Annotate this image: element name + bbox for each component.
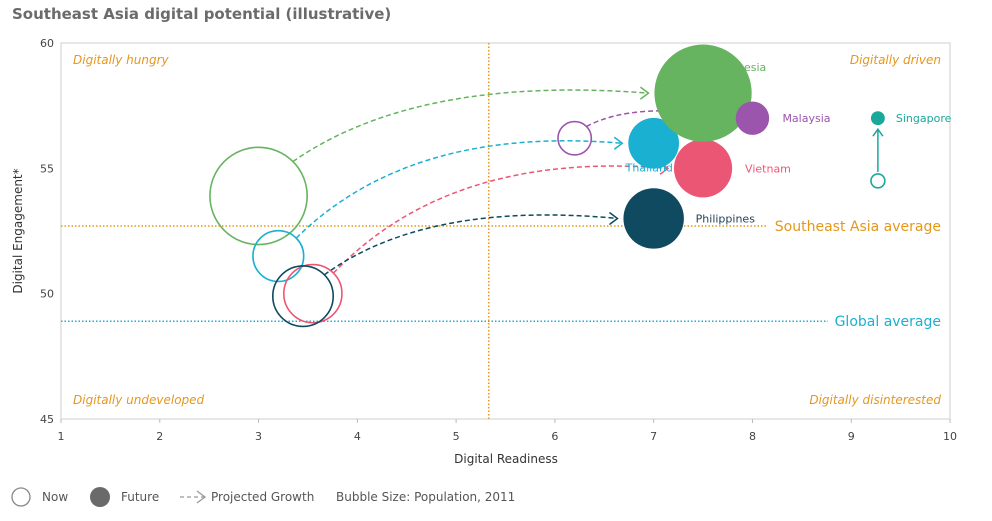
country-label: Vietnam xyxy=(745,162,791,175)
now-bubble xyxy=(557,120,593,156)
x-tick-label: 8 xyxy=(749,430,756,443)
country-label: Philippines xyxy=(696,212,756,225)
growth-arrow xyxy=(332,165,669,274)
growth-arrow xyxy=(323,214,618,276)
x-axis-label: Digital Readiness xyxy=(454,452,558,466)
y-tick-label: 50 xyxy=(40,288,54,301)
y-axis-label: Digital Engagement* xyxy=(11,168,25,293)
growth-arrowhead xyxy=(639,86,650,100)
y-tick-label: 45 xyxy=(40,413,54,426)
growth-arrow xyxy=(295,140,623,239)
x-tick-label: 5 xyxy=(453,430,460,443)
y-tick-label: 60 xyxy=(40,37,54,50)
quadrant-top-right: Digitally driven xyxy=(850,53,941,67)
chart-title: Southeast Asia digital potential (illust… xyxy=(12,5,391,23)
country-label: Malaysia xyxy=(782,112,830,125)
now-bubble xyxy=(271,265,335,328)
country-label: Thailand xyxy=(625,161,673,174)
x-tick-label: 10 xyxy=(943,430,957,443)
future-bubble xyxy=(628,117,680,169)
growth-arrows xyxy=(292,86,884,276)
future-bubble xyxy=(654,44,752,142)
x-tick-label: 3 xyxy=(255,430,262,443)
legend-future-icon xyxy=(90,487,110,507)
x-tick-label: 1 xyxy=(58,430,65,443)
growth-arrow xyxy=(292,89,649,163)
country-label: Singapore xyxy=(896,112,952,125)
legend-bubble-size: Bubble Size: Population, 2011 xyxy=(336,490,515,504)
x-tick-label: 2 xyxy=(156,430,163,443)
legend: Now Future Projected Growth Bubble Size:… xyxy=(11,487,515,507)
legend-future-label: Future xyxy=(121,490,159,504)
growth-arrowhead xyxy=(609,211,619,226)
country-label: Indonesia xyxy=(713,61,766,74)
legend-now-label: Now xyxy=(42,490,68,504)
bubbles: Philippines Vietnam Thailand Indonesia Malay… xyxy=(209,44,952,328)
x-tick-label: 6 xyxy=(551,430,558,443)
x-tick-label: 7 xyxy=(650,430,657,443)
now-bubble xyxy=(209,146,308,246)
y-tick-label: 55 xyxy=(40,162,54,175)
growth-arrowhead xyxy=(872,127,884,137)
future-bubble xyxy=(735,101,770,135)
quadrant-bottom-left: Digitally undeveloped xyxy=(73,393,205,407)
legend-growth-label: Projected Growth xyxy=(211,490,314,504)
reference-lines: Southeast Asia average Global average xyxy=(61,43,941,419)
growth-arrowhead xyxy=(613,136,624,150)
quadrant-bottom-right: Digitally disinterested xyxy=(809,393,941,407)
x-tick-label: 4 xyxy=(354,430,361,443)
reference-line-label: Southeast Asia average xyxy=(775,219,941,235)
reference-line-label: Global average xyxy=(835,314,941,330)
now-bubble xyxy=(283,263,343,324)
x-tick-label: 9 xyxy=(848,430,855,443)
now-bubble xyxy=(870,173,886,189)
quadrant-top-left: Digitally hungry xyxy=(73,53,170,67)
legend-now-icon xyxy=(11,487,31,507)
now-bubble xyxy=(252,229,305,283)
future-bubble xyxy=(673,139,733,198)
plot-area xyxy=(60,42,951,420)
future-bubble xyxy=(623,188,684,249)
future-bubble xyxy=(870,111,885,126)
legend-growth-arrowhead-icon xyxy=(196,490,207,504)
